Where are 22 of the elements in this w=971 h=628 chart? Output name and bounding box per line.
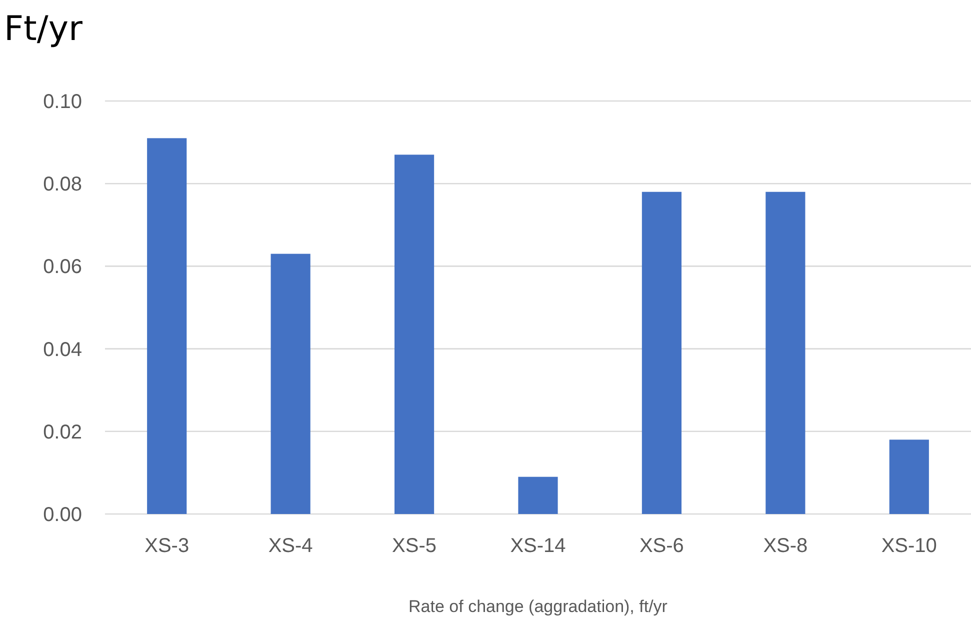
x-axis-title: Rate of change (aggradation), ft/yr — [408, 597, 668, 616]
bar — [766, 192, 806, 514]
x-tick-label: XS-4 — [268, 535, 313, 557]
bar — [518, 476, 558, 514]
x-tick-label: XS-6 — [639, 535, 684, 557]
x-tick-label: XS-5 — [392, 535, 437, 557]
y-tick-label: 0.00 — [43, 504, 82, 526]
x-tick-label: XS-3 — [144, 535, 190, 557]
x-tick-label: XS-14 — [510, 535, 566, 557]
y-tick-label: 0.10 — [43, 91, 82, 113]
x-tick-label: XS-10 — [881, 535, 937, 557]
y-axis-title: Ft/yr — [4, 9, 82, 49]
y-tick-label: 0.02 — [43, 421, 82, 444]
bar — [270, 254, 310, 514]
x-tick-label: XS-8 — [763, 535, 808, 557]
bar — [889, 440, 929, 514]
bar — [642, 192, 682, 514]
y-tick-label: 0.08 — [43, 174, 82, 196]
y-tick-label: 0.04 — [43, 338, 82, 361]
bar — [147, 138, 187, 514]
y-tick-label: 0.06 — [43, 256, 82, 278]
bar — [394, 154, 434, 514]
